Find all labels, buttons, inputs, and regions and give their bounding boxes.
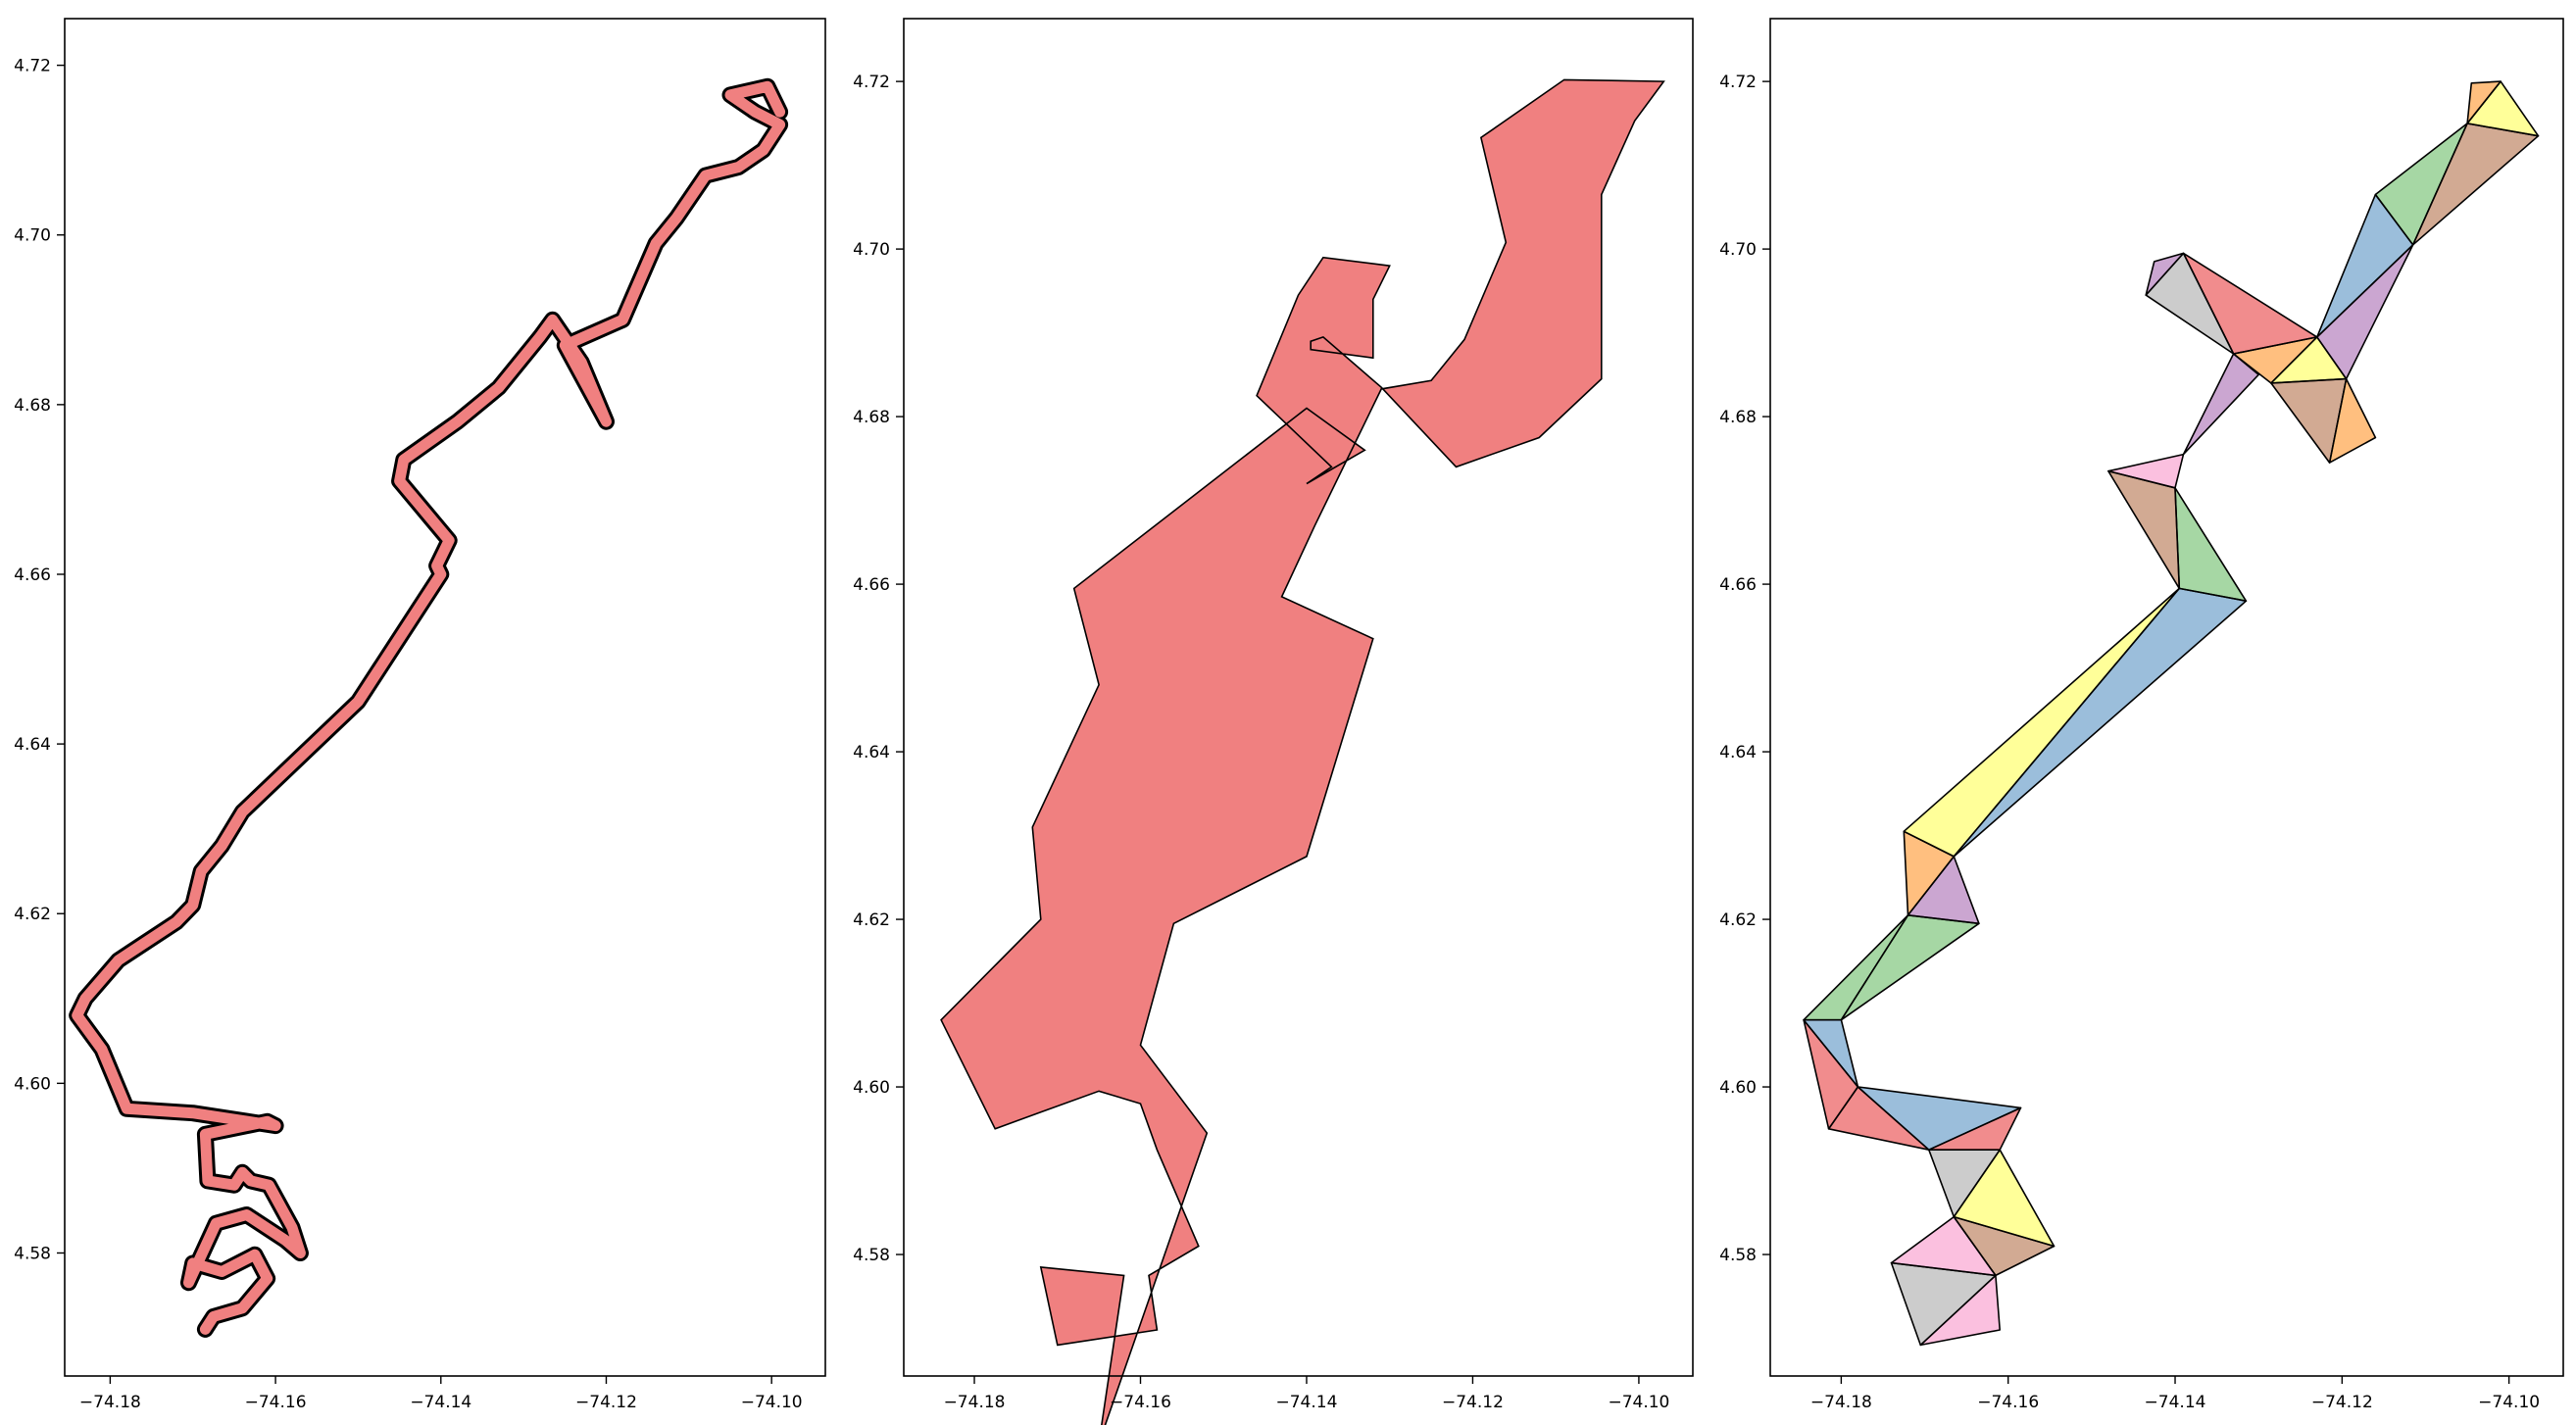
x-tick-label: −74.14 xyxy=(1276,1393,1338,1412)
y-tick-label: 4.68 xyxy=(853,408,890,427)
y-tick-label: 4.66 xyxy=(14,565,51,585)
x-tick-label: −74.10 xyxy=(2478,1393,2540,1412)
buffer-polygon xyxy=(940,78,1665,1425)
y-tick-label: 4.60 xyxy=(14,1074,51,1094)
y-tick-label: 4.58 xyxy=(853,1246,890,1265)
y-tick-label: 4.58 xyxy=(14,1244,51,1263)
triangle xyxy=(2107,453,2185,489)
x-tick-label: −74.18 xyxy=(944,1393,1006,1412)
y-tick-label: 4.72 xyxy=(1719,73,1757,92)
x-tick-label: −74.10 xyxy=(1608,1393,1669,1412)
y-tick-label: 4.72 xyxy=(853,73,890,92)
y-tick-label: 4.68 xyxy=(1719,408,1757,427)
x-tick-label: −74.14 xyxy=(410,1393,471,1412)
chart-panel-triangulation: −74.18 −74.16 −74.14 −74.12 −74.10 4.58 4.60 4.… xyxy=(1719,18,2564,1412)
y-tick-label: 4.68 xyxy=(14,396,51,416)
y-tick-label: 4.62 xyxy=(853,910,890,930)
x-tick-label: −74.10 xyxy=(741,1393,803,1412)
x-tick-label: −74.16 xyxy=(245,1393,307,1412)
y-tick-label: 4.70 xyxy=(853,240,890,260)
x-tick-label: −74.12 xyxy=(575,1393,637,1412)
axes-frame xyxy=(64,18,826,1377)
axes-frame xyxy=(903,18,1694,1377)
y-tick-label: 4.62 xyxy=(1719,910,1757,930)
y-tick-label: 4.66 xyxy=(1719,575,1757,595)
x-tick-label: −74.18 xyxy=(79,1393,141,1412)
y-tick-label: 4.70 xyxy=(14,226,51,246)
x-tick-label: −74.14 xyxy=(2145,1393,2206,1412)
x-tick-label: −74.12 xyxy=(2311,1393,2373,1412)
y-tick-label: 4.64 xyxy=(1719,743,1757,762)
triangle xyxy=(2145,252,2185,296)
triangle xyxy=(2328,377,2377,464)
y-tick-label: 4.58 xyxy=(1719,1246,1757,1265)
x-tick-label: −74.12 xyxy=(1442,1393,1504,1412)
triangle xyxy=(2466,80,2502,124)
y-tick-label: 4.60 xyxy=(853,1078,890,1098)
axes-frame xyxy=(1769,18,2564,1377)
chart-panel-buffered-polygon: −74.18 −74.16 −74.14 −74.12 −74.10 4.58 4.60 4.… xyxy=(853,18,1694,1425)
y-tick-label: 4.60 xyxy=(1719,1078,1757,1098)
chart-panel-gps-track: −74.18 −74.16 −74.14 −74.12 −74.10 4.58 4.60 4.… xyxy=(14,18,826,1412)
x-tick-label: −74.18 xyxy=(1810,1393,1872,1412)
y-tick-label: 4.70 xyxy=(1719,240,1757,260)
x-tick-label: −74.16 xyxy=(1977,1393,2039,1412)
y-tick-label: 4.62 xyxy=(14,905,51,924)
y-tick-label: 4.64 xyxy=(14,735,51,755)
y-tick-label: 4.66 xyxy=(853,575,890,595)
track-line xyxy=(72,80,786,1335)
y-tick-label: 4.72 xyxy=(14,57,51,76)
y-tick-label: 4.64 xyxy=(853,743,890,762)
x-tick-label: −74.16 xyxy=(1110,1393,1171,1412)
